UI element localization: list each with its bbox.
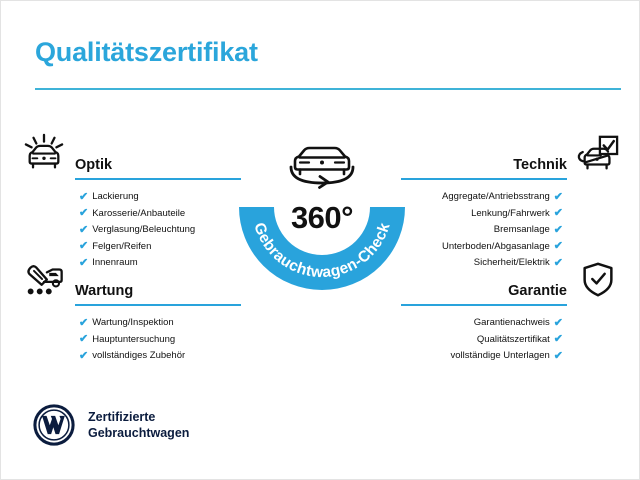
section-optik: Optik ✔ Lackierung ✔ Karosserie/Anbauteile… (21, 131, 241, 288)
section-divider-wartung (75, 304, 241, 306)
section-title-wartung: Wartung (75, 283, 134, 299)
check-icon: ✔ (553, 240, 563, 253)
checklist-optik: ✔ Lackierung ✔ Karosserie/Anbauteile ✔ Verg… (79, 189, 241, 272)
checklist-item-label: Innenraum (92, 257, 138, 268)
page-title: Qualitätszertifikat (35, 37, 258, 67)
car-rotate-360-icon (289, 146, 355, 189)
badge-360-gebrauchtwagen-check: Gebrauchtwagen-Check 360° (228, 113, 416, 301)
check-icon: ✔ (553, 223, 563, 236)
checklist-item-label: Sicherheit/Elektrik (473, 257, 550, 268)
section-technik: Technik Aggregate/Antriebsstrang ✔ Lenkun… (401, 131, 621, 288)
checklist-item: Sicherheit/Elektrik ✔ (401, 255, 563, 272)
check-icon: ✔ (553, 256, 563, 269)
check-icon: ✔ (79, 240, 89, 253)
checklist-item: ✔ Hauptuntersuchung (79, 332, 241, 349)
checklist-item-label: Verglasung/Beleuchtung (92, 224, 196, 235)
checklist-item: Bremsanlage ✔ (401, 222, 563, 239)
checklist-wartung: ✔ Wartung/Inspektion ✔ Hauptuntersuchung ✔… (79, 315, 241, 365)
checklist-item: ✔ Wartung/Inspektion (79, 315, 241, 332)
footer-text: Zertifizierte Gebrauchtwagen (88, 409, 189, 441)
checklist-item-label: Lackierung (92, 191, 139, 202)
check-icon: ✔ (553, 349, 563, 362)
checklist-item: Garantienachweis ✔ (401, 315, 563, 332)
check-icon: ✔ (553, 207, 563, 220)
check-icon: ✔ (79, 316, 89, 329)
car-front-shine-icon (21, 133, 67, 175)
shield-check-icon (575, 259, 621, 301)
title-divider (35, 88, 621, 90)
section-title-optik: Optik (75, 157, 113, 173)
checklist-garantie: Garantienachweis ✔ Qualitätszertifikat ✔ v… (401, 315, 563, 365)
check-icon: ✔ (79, 190, 89, 203)
checklist-item: Lenkung/Fahrwerk ✔ (401, 206, 563, 223)
checklist-item-label: vollständiges Zubehör (92, 350, 186, 361)
check-icon: ✔ (553, 333, 563, 346)
checklist-item: vollständige Unterlagen ✔ (401, 348, 563, 365)
checklist-item: ✔ Innenraum (79, 255, 241, 272)
checklist-item-label: Lenkung/Fahrwerk (471, 207, 550, 219)
section-title-technik: Technik (513, 157, 567, 173)
check-icon: ✔ (553, 190, 563, 203)
check-icon: ✔ (79, 223, 89, 236)
footer-brand: Zertifizierte Gebrauchtwagen (33, 404, 189, 446)
checklist-item-label: Karosserie/Anbauteile (92, 207, 186, 219)
section-divider-technik (401, 178, 567, 180)
section-divider-optik (75, 178, 241, 180)
checklist-item-label: Felgen/Reifen (92, 240, 152, 252)
wrench-car-icon (21, 259, 67, 301)
checklist-item: ✔ Lackierung (79, 189, 241, 206)
check-icon: ✔ (79, 207, 89, 220)
checklist-item-label: Bremsanlage (493, 224, 550, 235)
checklist-item-label: Wartung/Inspektion (92, 317, 174, 328)
section-title-garantie: Garantie (508, 283, 567, 299)
checklist-item-label: Qualitätszertifikat (476, 333, 550, 345)
checklist-item: ✔ vollständiges Zubehör (79, 348, 241, 365)
checklist-item-label: Hauptuntersuchung (92, 333, 176, 345)
checklist-item-label: Aggregate/Antriebsstrang (442, 191, 550, 202)
checklist-technik: Aggregate/Antriebsstrang ✔ Lenkung/Fahrwe… (401, 189, 563, 272)
checklist-item-label: Unterboden/Abgasanlage (442, 240, 550, 252)
checklist-item: ✔ Verglasung/Beleuchtung (79, 222, 241, 239)
check-icon: ✔ (553, 316, 563, 329)
checklist-item-label: Garantienachweis (473, 317, 550, 328)
checklist-item: Qualitätszertifikat ✔ (401, 332, 563, 349)
checklist-item: Aggregate/Antriebsstrang ✔ (401, 189, 563, 206)
section-garantie: Garantie Garantienachweis ✔ Qualitätszert… (401, 257, 621, 381)
check-icon: ✔ (79, 349, 89, 362)
car-checkbox-icon (575, 133, 621, 175)
check-icon: ✔ (79, 333, 89, 346)
section-wartung: Wartung ✔ Wartung/Inspektion ✔ Hauptunters… (21, 257, 241, 381)
vw-roundel-logo (33, 404, 75, 446)
checklist-item: ✔ Karosserie/Anbauteile (79, 206, 241, 223)
checklist-item: Unterboden/Abgasanlage ✔ (401, 239, 563, 256)
checklist-item-label: vollständige Unterlagen (450, 350, 550, 361)
section-divider-garantie (401, 304, 567, 306)
footer-line-2: Gebrauchtwagen (88, 426, 190, 440)
check-icon: ✔ (79, 256, 89, 269)
checklist-item: ✔ Felgen/Reifen (79, 239, 241, 256)
footer-line-1: Zertifizierte (88, 410, 156, 424)
